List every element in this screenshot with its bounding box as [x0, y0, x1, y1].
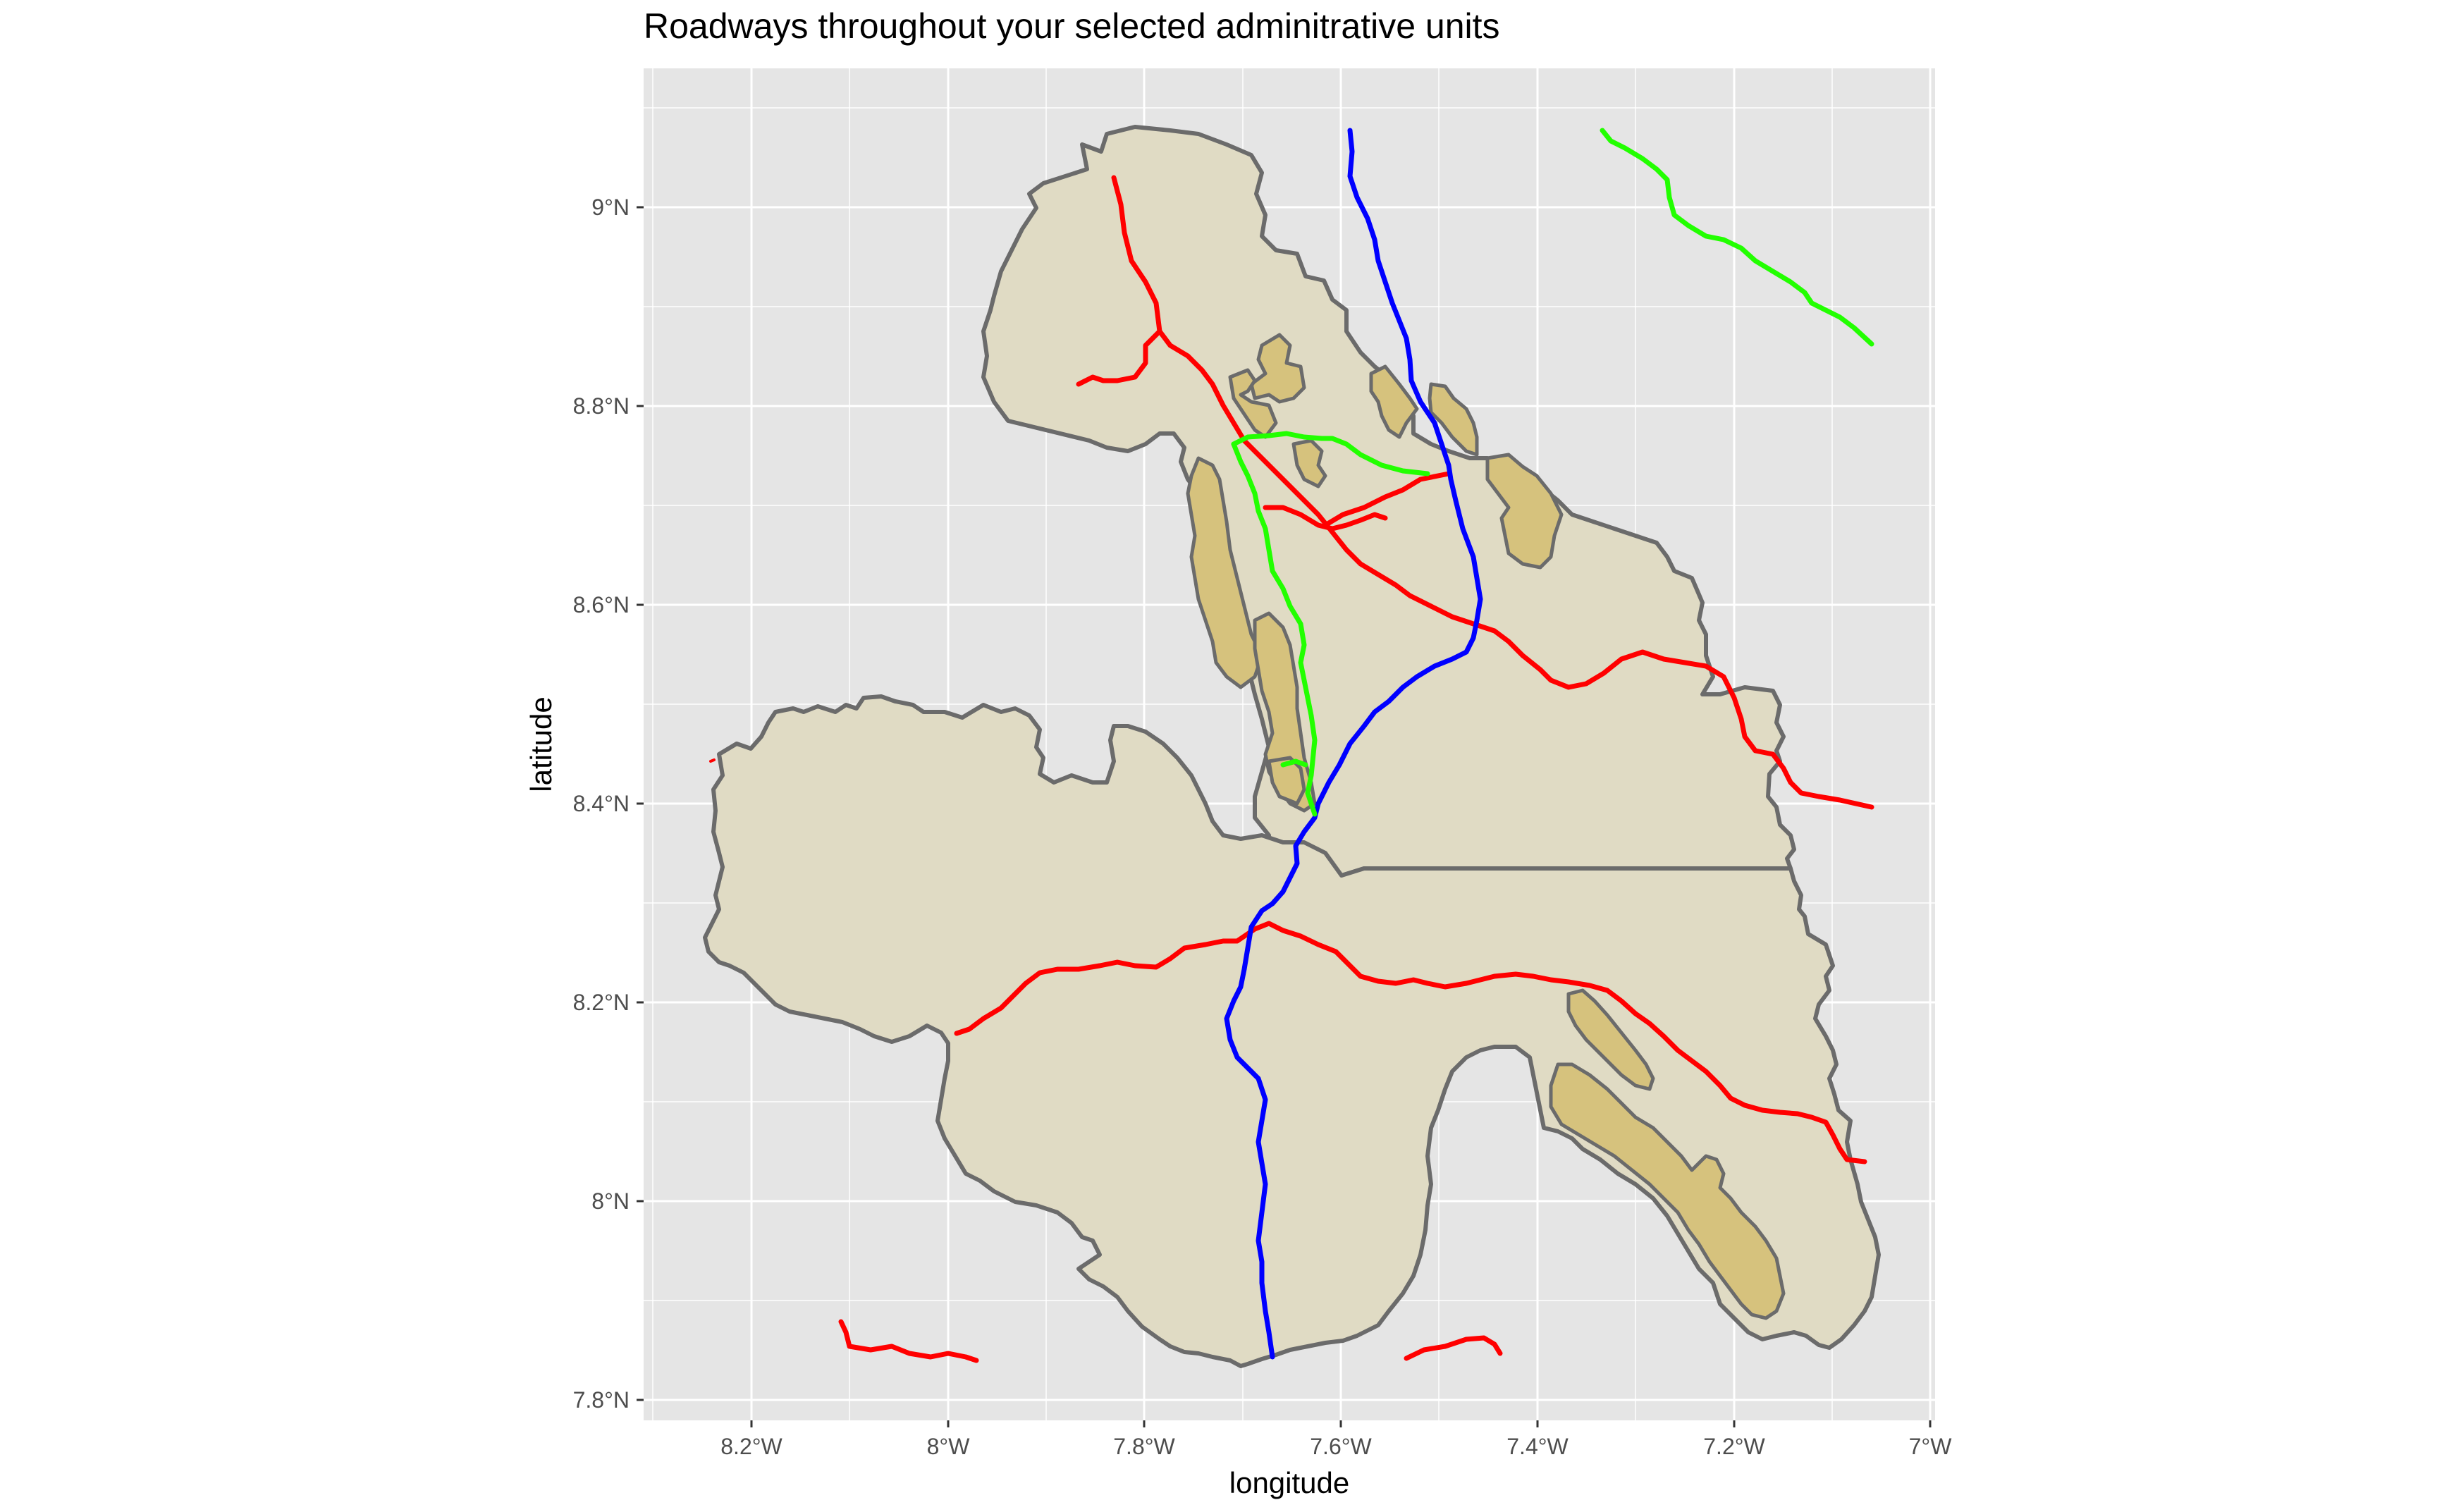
road-red: [1263, 505, 1388, 531]
road-green: [1231, 431, 1430, 477]
y-axis-title: latitude: [524, 696, 558, 792]
protected-area: [1186, 456, 1264, 689]
protected-area: [1228, 368, 1278, 439]
protected-area: [1291, 438, 1327, 488]
x-tick-label: 8°W: [927, 1434, 971, 1459]
road-blue: [1224, 128, 1483, 1360]
map-title: Roadways throughout your selected admini…: [644, 6, 1500, 46]
road-red: [1404, 1335, 1503, 1361]
y-tick-label: 8°N: [591, 1188, 630, 1214]
protected-area: [1566, 988, 1655, 1091]
y-tick-label: 8.8°N: [573, 393, 630, 419]
protected-areas: [1186, 333, 1786, 1320]
y-tick-label: 7.8°N: [573, 1387, 630, 1413]
road-red: [954, 921, 1867, 1164]
road-red: [1157, 328, 1874, 810]
x-axis-title: longitude: [1229, 1466, 1349, 1499]
x-tick-label: 7.4°W: [1506, 1434, 1569, 1459]
admin-unit-south: [703, 694, 1881, 1368]
road-green: [1231, 441, 1318, 817]
protected-area: [1485, 453, 1564, 570]
admin-units: [703, 125, 1881, 1368]
x-tick-label: 7.8°W: [1113, 1434, 1175, 1459]
road-green: [1280, 758, 1308, 768]
road-green: [1600, 128, 1874, 347]
protected-area: [1428, 382, 1479, 457]
protected-area: [1369, 364, 1419, 439]
protected-area: [1549, 1062, 1786, 1320]
y-tick-label: 8.2°N: [573, 990, 630, 1015]
x-tick-label: 7°W: [1909, 1434, 1953, 1459]
x-tick-labels: 8.2°W 8°W 7.8°W 7.6°W 7.4°W 7.2°W 7°W: [720, 1434, 1952, 1459]
road-red-fragment: [709, 758, 716, 763]
protected-area: [1267, 756, 1306, 806]
protected-area: [1249, 333, 1306, 404]
roads: [709, 128, 1874, 1363]
x-tick-label: 7.6°W: [1310, 1434, 1372, 1459]
y-tick-label: 8.6°N: [573, 592, 630, 617]
y-tick-label: 9°N: [591, 195, 630, 220]
x-tick-label: 7.2°W: [1703, 1434, 1765, 1459]
road-red: [1076, 175, 1162, 387]
x-tick-label: 8.2°W: [720, 1434, 782, 1459]
y-tick-label: 8.4°N: [573, 791, 630, 816]
road-red: [838, 1319, 979, 1363]
axis-ticks: [637, 206, 1932, 1427]
admin-unit-north: [981, 125, 1796, 878]
road-red: [1322, 471, 1451, 528]
y-tick-labels: 7.8°N 8°N 8.2°N 8.4°N 8.6°N 8.8°N 9°N: [573, 195, 630, 1413]
